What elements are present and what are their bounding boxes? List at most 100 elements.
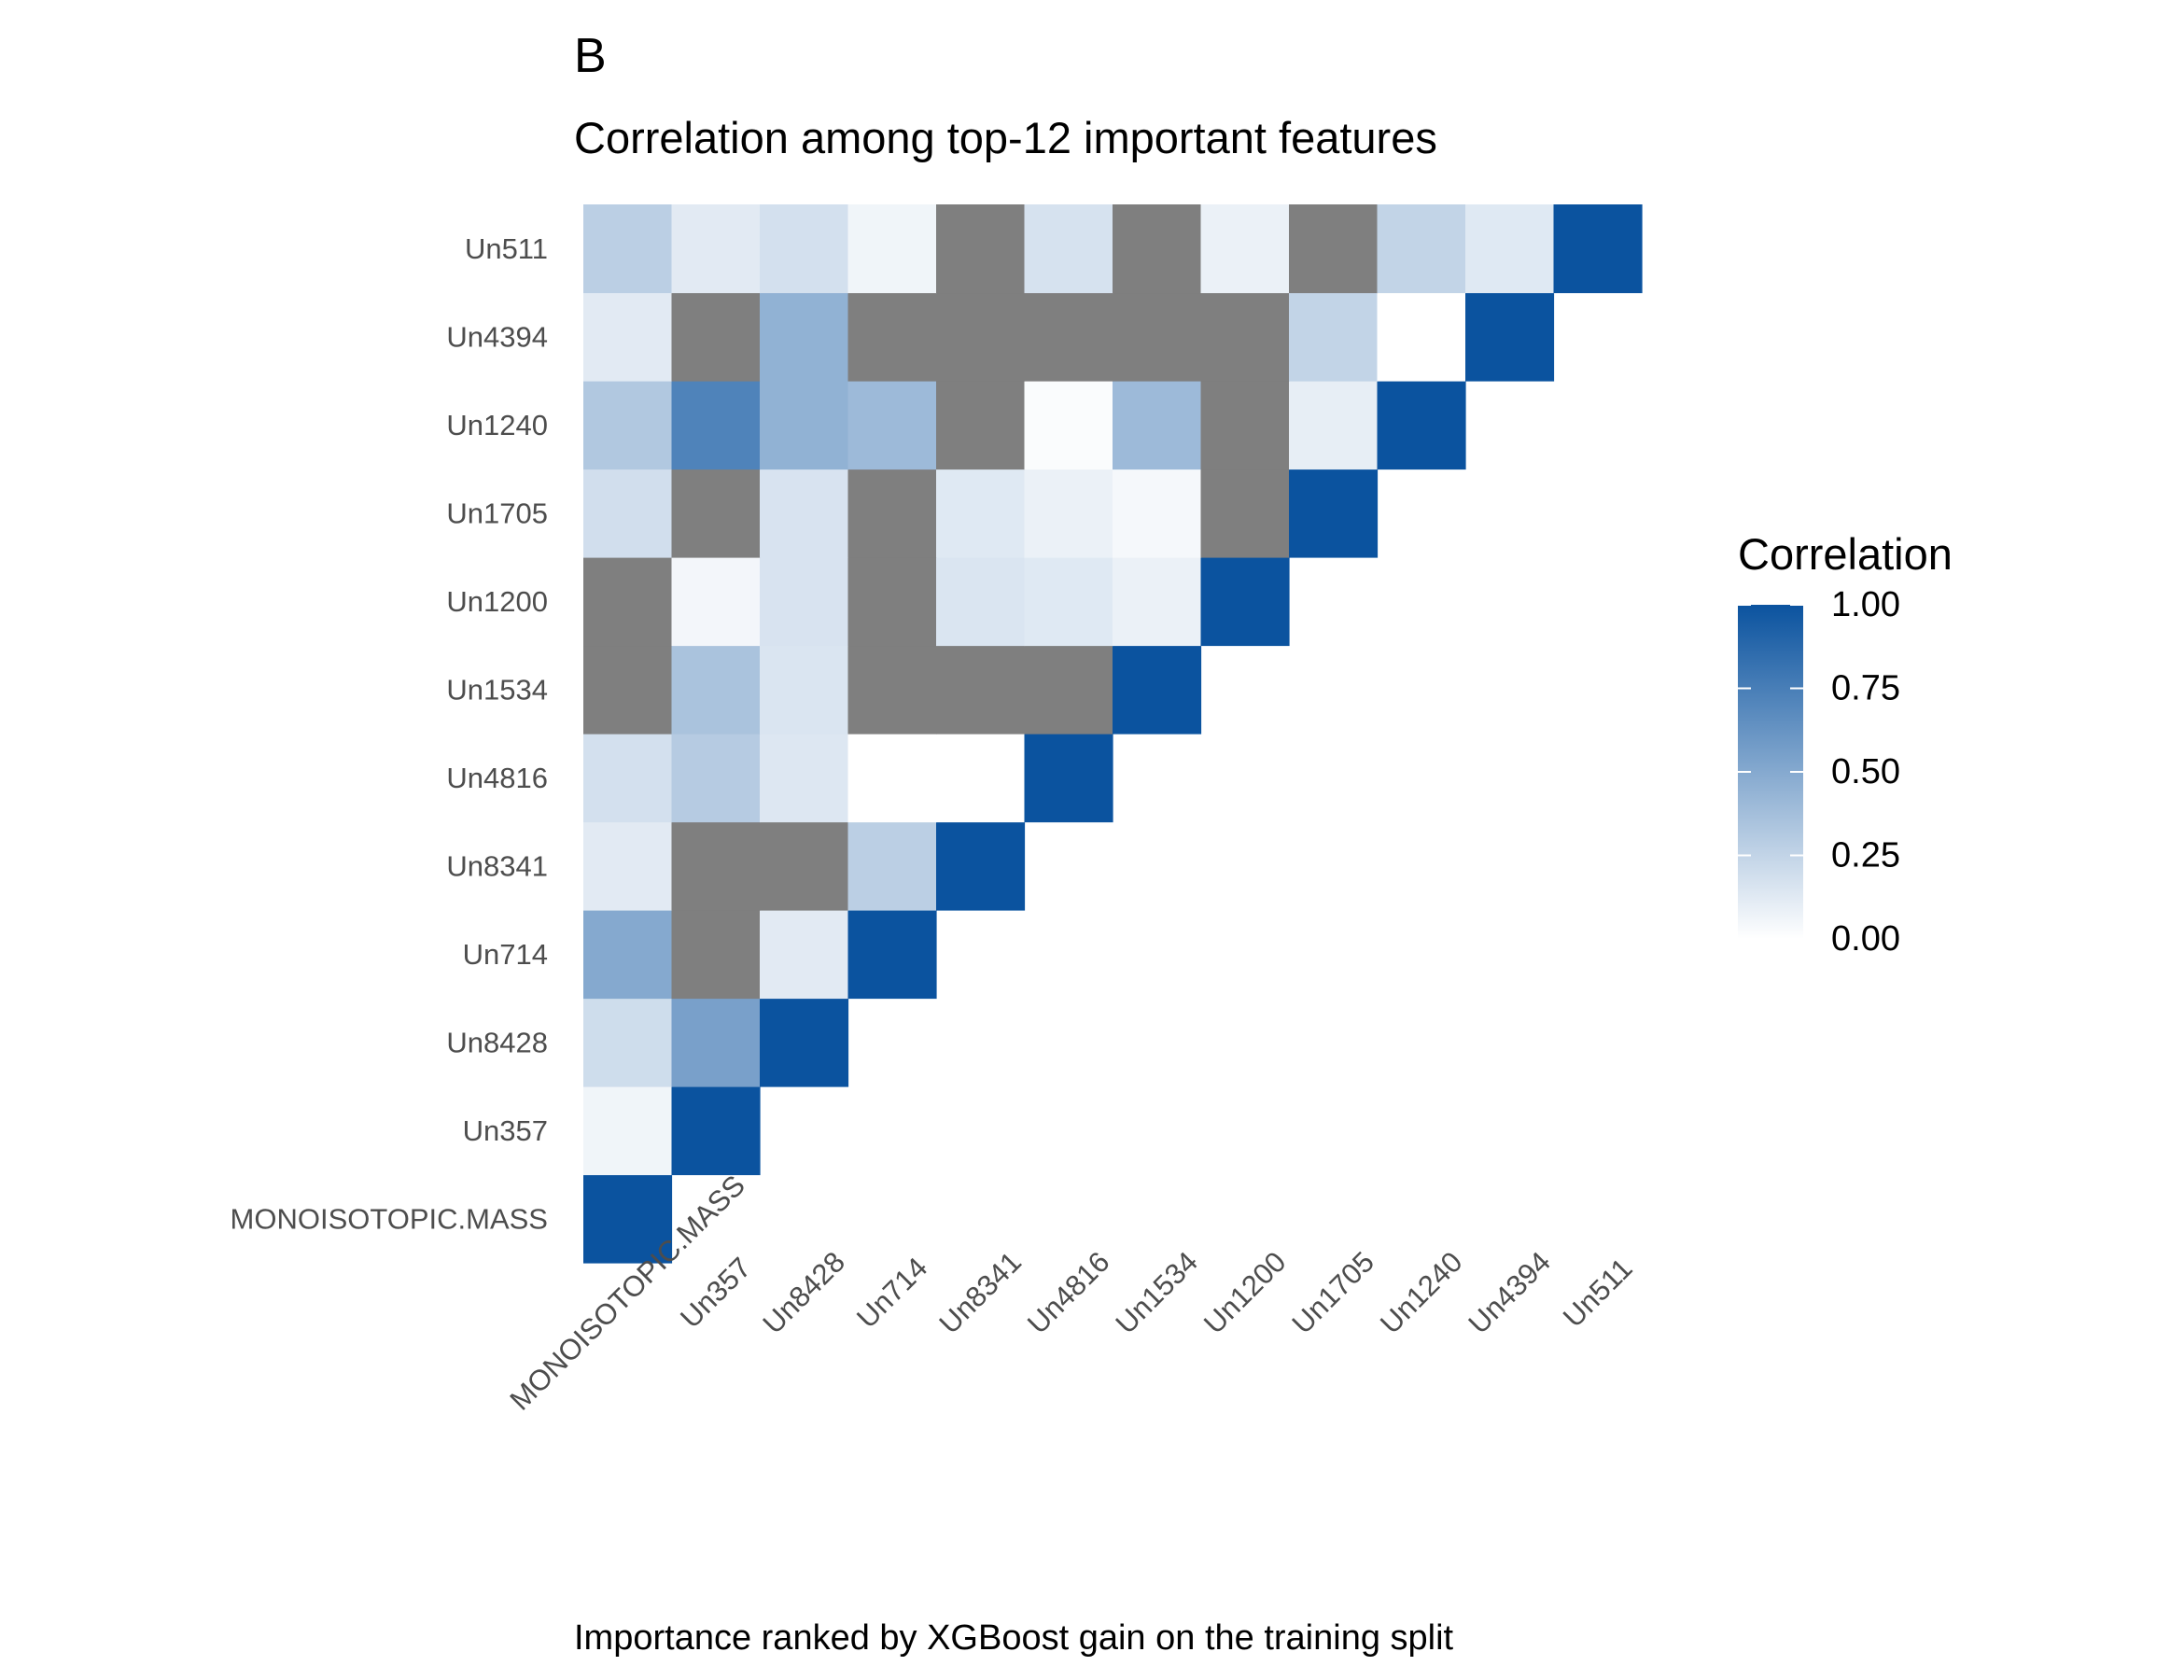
heatmap-cell-10-1 xyxy=(671,292,761,382)
heatmap-cell-7-1 xyxy=(671,557,761,647)
heatmap-cell-11-8 xyxy=(1289,204,1379,294)
heatmap-cell-11-10 xyxy=(1465,204,1555,294)
x-tick-label: Un511 xyxy=(1557,1252,1639,1334)
heatmap-cell-8-3 xyxy=(847,469,937,558)
x-tick-label: Un1240 xyxy=(1374,1245,1469,1340)
heatmap-cell-6-6 xyxy=(1113,645,1202,735)
heatmap-cell-4-3 xyxy=(847,821,937,911)
heatmap-cell-5-2 xyxy=(760,734,849,823)
x-tick-label: Un8341 xyxy=(932,1245,1028,1340)
heatmap-cell-10-6 xyxy=(1113,292,1202,382)
y-tick-label: Un714 xyxy=(463,938,548,971)
heatmap-cell-3-2 xyxy=(760,910,849,1000)
heatmap-cell-6-5 xyxy=(1024,645,1113,735)
heatmap-cell-9-9 xyxy=(1377,381,1466,470)
heatmap-cell-4-0 xyxy=(583,821,673,911)
heatmap-cell-4-1 xyxy=(671,821,761,911)
heatmap-cell-7-2 xyxy=(760,557,849,647)
y-tick-label: Un1705 xyxy=(446,497,548,529)
heatmap-cell-11-5 xyxy=(1024,204,1113,294)
heatmap-cells xyxy=(583,204,1643,1264)
heatmap-cell-1-0 xyxy=(583,1086,673,1176)
panel-tag: B xyxy=(574,29,607,83)
heatmap-cell-11-2 xyxy=(760,204,849,294)
heatmap-cell-1-1 xyxy=(671,1086,761,1176)
heatmap-cell-7-6 xyxy=(1113,557,1202,647)
y-tick-label: MONOISOTOPIC.MASS xyxy=(231,1202,548,1235)
heatmap-cell-11-3 xyxy=(847,204,937,294)
y-tick-label: Un8428 xyxy=(446,1026,548,1058)
heatmap-cell-8-6 xyxy=(1113,469,1202,558)
heatmap-cell-6-1 xyxy=(671,645,761,735)
heatmap-cell-11-7 xyxy=(1200,204,1290,294)
x-tick-label: Un1200 xyxy=(1197,1245,1293,1340)
heatmap-cell-9-3 xyxy=(847,381,937,470)
heatmap-cell-6-3 xyxy=(847,645,937,735)
heatmap-cell-8-0 xyxy=(583,469,673,558)
y-tick-label: Un1200 xyxy=(446,585,548,618)
y-tick-label: Un4816 xyxy=(446,762,548,794)
y-tick-label: Un4394 xyxy=(446,320,548,353)
legend-tick-label: 1.00 xyxy=(1831,585,1900,624)
x-tick-label: Un714 xyxy=(850,1251,933,1334)
heatmap-cell-10-8 xyxy=(1289,292,1379,382)
chart-title: Correlation among top-12 important featu… xyxy=(574,113,1437,162)
heatmap-cell-9-6 xyxy=(1113,381,1202,470)
y-tick-label: Un1240 xyxy=(446,409,548,441)
heatmap-cell-5-0 xyxy=(583,734,673,823)
heatmap-cell-10-4 xyxy=(936,292,1026,382)
heatmap-cell-9-1 xyxy=(671,381,761,470)
heatmap-cell-3-3 xyxy=(847,910,937,1000)
heatmap-cell-10-2 xyxy=(760,292,849,382)
heatmap-cell-11-4 xyxy=(936,204,1026,294)
chart-caption: Importance ranked by XGBoost gain on the… xyxy=(574,1618,1454,1658)
heatmap-cell-6-4 xyxy=(936,645,1026,735)
heatmap-cell-6-2 xyxy=(760,645,849,735)
heatmap-cell-10-10 xyxy=(1465,292,1555,382)
heatmap-cell-6-0 xyxy=(583,645,673,735)
y-tick-label: Un511 xyxy=(465,232,548,265)
x-tick-label: Un1705 xyxy=(1285,1245,1380,1340)
heatmap-cell-9-7 xyxy=(1200,381,1290,470)
y-axis-ticks: MONOISOTOPIC.MASS Un357 Un8428 Un714 Un8341 U… xyxy=(231,232,548,1236)
heatmap-cell-8-2 xyxy=(760,469,849,558)
heatmap-cell-5-3 xyxy=(847,734,937,823)
heatmap-cell-11-6 xyxy=(1113,204,1202,294)
heatmap-cell-7-0 xyxy=(583,557,673,647)
heatmap-cell-5-4 xyxy=(936,734,1026,823)
x-tick-label: Un357 xyxy=(674,1251,757,1334)
heatmap-cell-9-8 xyxy=(1289,381,1379,470)
legend-tick-label: 0.75 xyxy=(1831,669,1900,708)
legend-tick-label: 0.50 xyxy=(1831,752,1900,791)
legend-title: Correlation xyxy=(1738,529,1953,579)
heatmap-cell-10-7 xyxy=(1200,292,1290,382)
heatmap-cell-10-5 xyxy=(1024,292,1113,382)
x-tick-label: Un4816 xyxy=(1021,1245,1116,1340)
heatmap-cell-7-3 xyxy=(847,557,937,647)
heatmap-cell-8-4 xyxy=(936,469,1026,558)
heatmap-cell-8-7 xyxy=(1200,469,1290,558)
heatmap-cell-10-9 xyxy=(1377,292,1466,382)
heatmap-cell-9-4 xyxy=(936,381,1026,470)
heatmap-cell-10-3 xyxy=(847,292,937,382)
legend: Correlation 0.00 0.25 0.50 0.75 1.00 xyxy=(1738,529,1953,959)
heatmap-cell-7-5 xyxy=(1024,557,1113,647)
heatmap-cell-4-2 xyxy=(760,821,849,911)
heatmap-cell-11-11 xyxy=(1553,204,1643,294)
heatmap-cell-11-9 xyxy=(1377,204,1466,294)
heatmap-cell-11-0 xyxy=(583,204,673,294)
heatmap-cell-8-8 xyxy=(1289,469,1379,558)
heatmap-cell-8-5 xyxy=(1024,469,1113,558)
heatmap-cell-4-4 xyxy=(936,821,1026,911)
heatmap-cell-5-1 xyxy=(671,734,761,823)
y-tick-label: Un8341 xyxy=(446,849,548,882)
heatmap-cell-0-0 xyxy=(583,1174,673,1264)
x-tick-label: Un1534 xyxy=(1109,1245,1204,1340)
heatmap-cell-11-1 xyxy=(671,204,761,294)
heatmap-cell-3-1 xyxy=(671,910,761,1000)
heatmap-cell-8-1 xyxy=(671,469,761,558)
legend-ticks: 0.00 0.25 0.50 0.75 1.00 xyxy=(1738,585,1900,959)
heatmap-cell-7-7 xyxy=(1200,557,1290,647)
